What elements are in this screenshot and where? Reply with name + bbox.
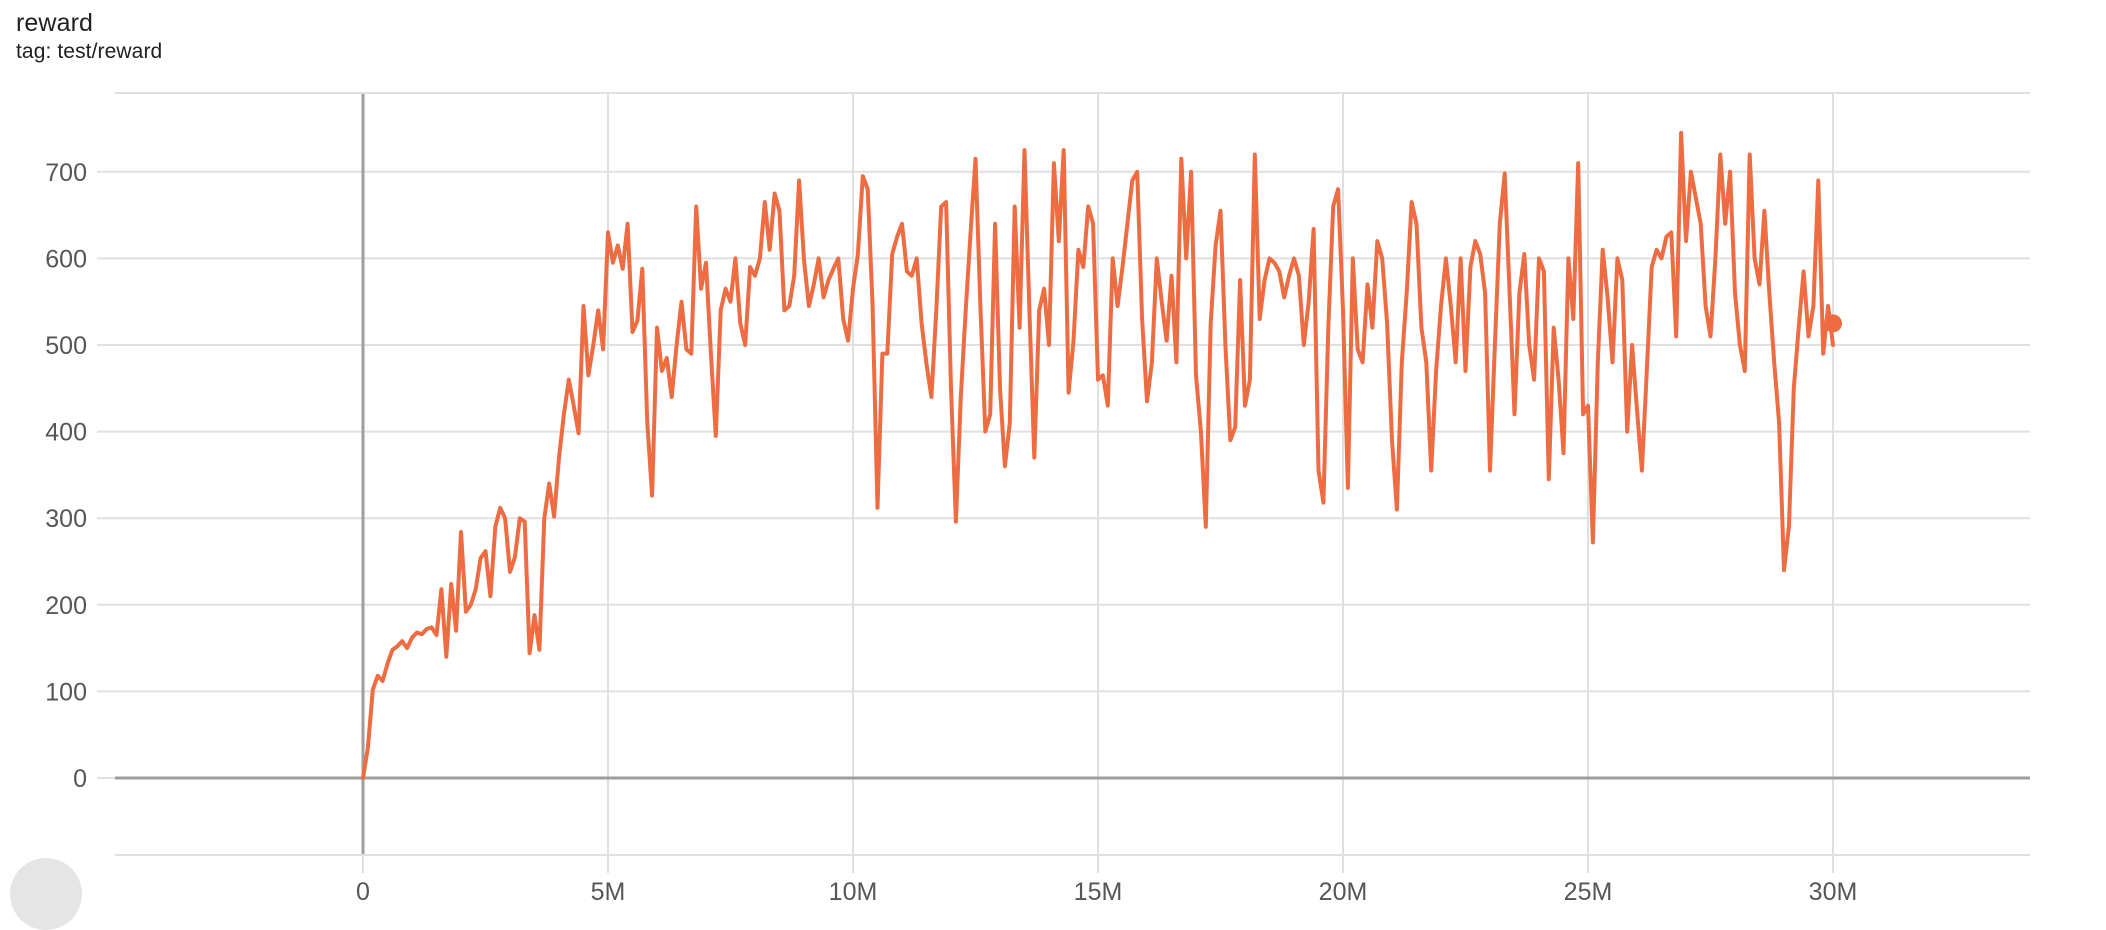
- y-tick-label-600: 600: [45, 245, 87, 273]
- series-path-0: [361, 130, 1835, 780]
- x-axis-tick-labels: 0 5M 10M 15M 20M 25M 30M: [356, 878, 1857, 902]
- horizontal-gridlines: [115, 170, 2030, 693]
- reward-series-line[interactable]: [361, 130, 1835, 780]
- y-axis-tick-labels: 0 100 200 300 400 500 600 700: [45, 159, 87, 793]
- x-tick-label-20M: 20M: [1319, 878, 1368, 902]
- y-tick-label-400: 400: [45, 419, 87, 447]
- x-tick-label-15M: 15M: [1074, 878, 1123, 902]
- x-tick-label-30M: 30M: [1809, 878, 1858, 902]
- y-tick-label-700: 700: [45, 159, 87, 187]
- endpoint-dot: [1824, 314, 1842, 333]
- x-axis-tick-marks: [362, 855, 1834, 873]
- x-tick-label-10M: 10M: [829, 878, 878, 902]
- series-endpoint-marker[interactable]: [1824, 314, 1842, 333]
- axis-lines: [115, 92, 2030, 856]
- x-tick-label-0: 0: [356, 878, 370, 902]
- y-tick-label-500: 500: [45, 332, 87, 360]
- x-tick-label-5M: 5M: [591, 878, 626, 902]
- y-tick-label-100: 100: [45, 678, 87, 706]
- y-tick-label-0: 0: [73, 765, 87, 793]
- reward-line-chart[interactable]: 0 100 200 300 400 500 600 700 0 5M 10M 15M 20M 25M 30…: [0, 0, 2106, 902]
- y-tick-label-200: 200: [45, 592, 87, 620]
- page-title: reward: [16, 9, 94, 37]
- chart-tag-label: tag: test/reward: [16, 40, 163, 63]
- x-tick-label-25M: 25M: [1564, 878, 1613, 902]
- y-axis-tick-marks: [97, 170, 115, 779]
- floating-action-button[interactable]: [10, 858, 82, 930]
- vertical-gridlines: [607, 93, 1834, 855]
- y-tick-label-300: 300: [45, 505, 87, 533]
